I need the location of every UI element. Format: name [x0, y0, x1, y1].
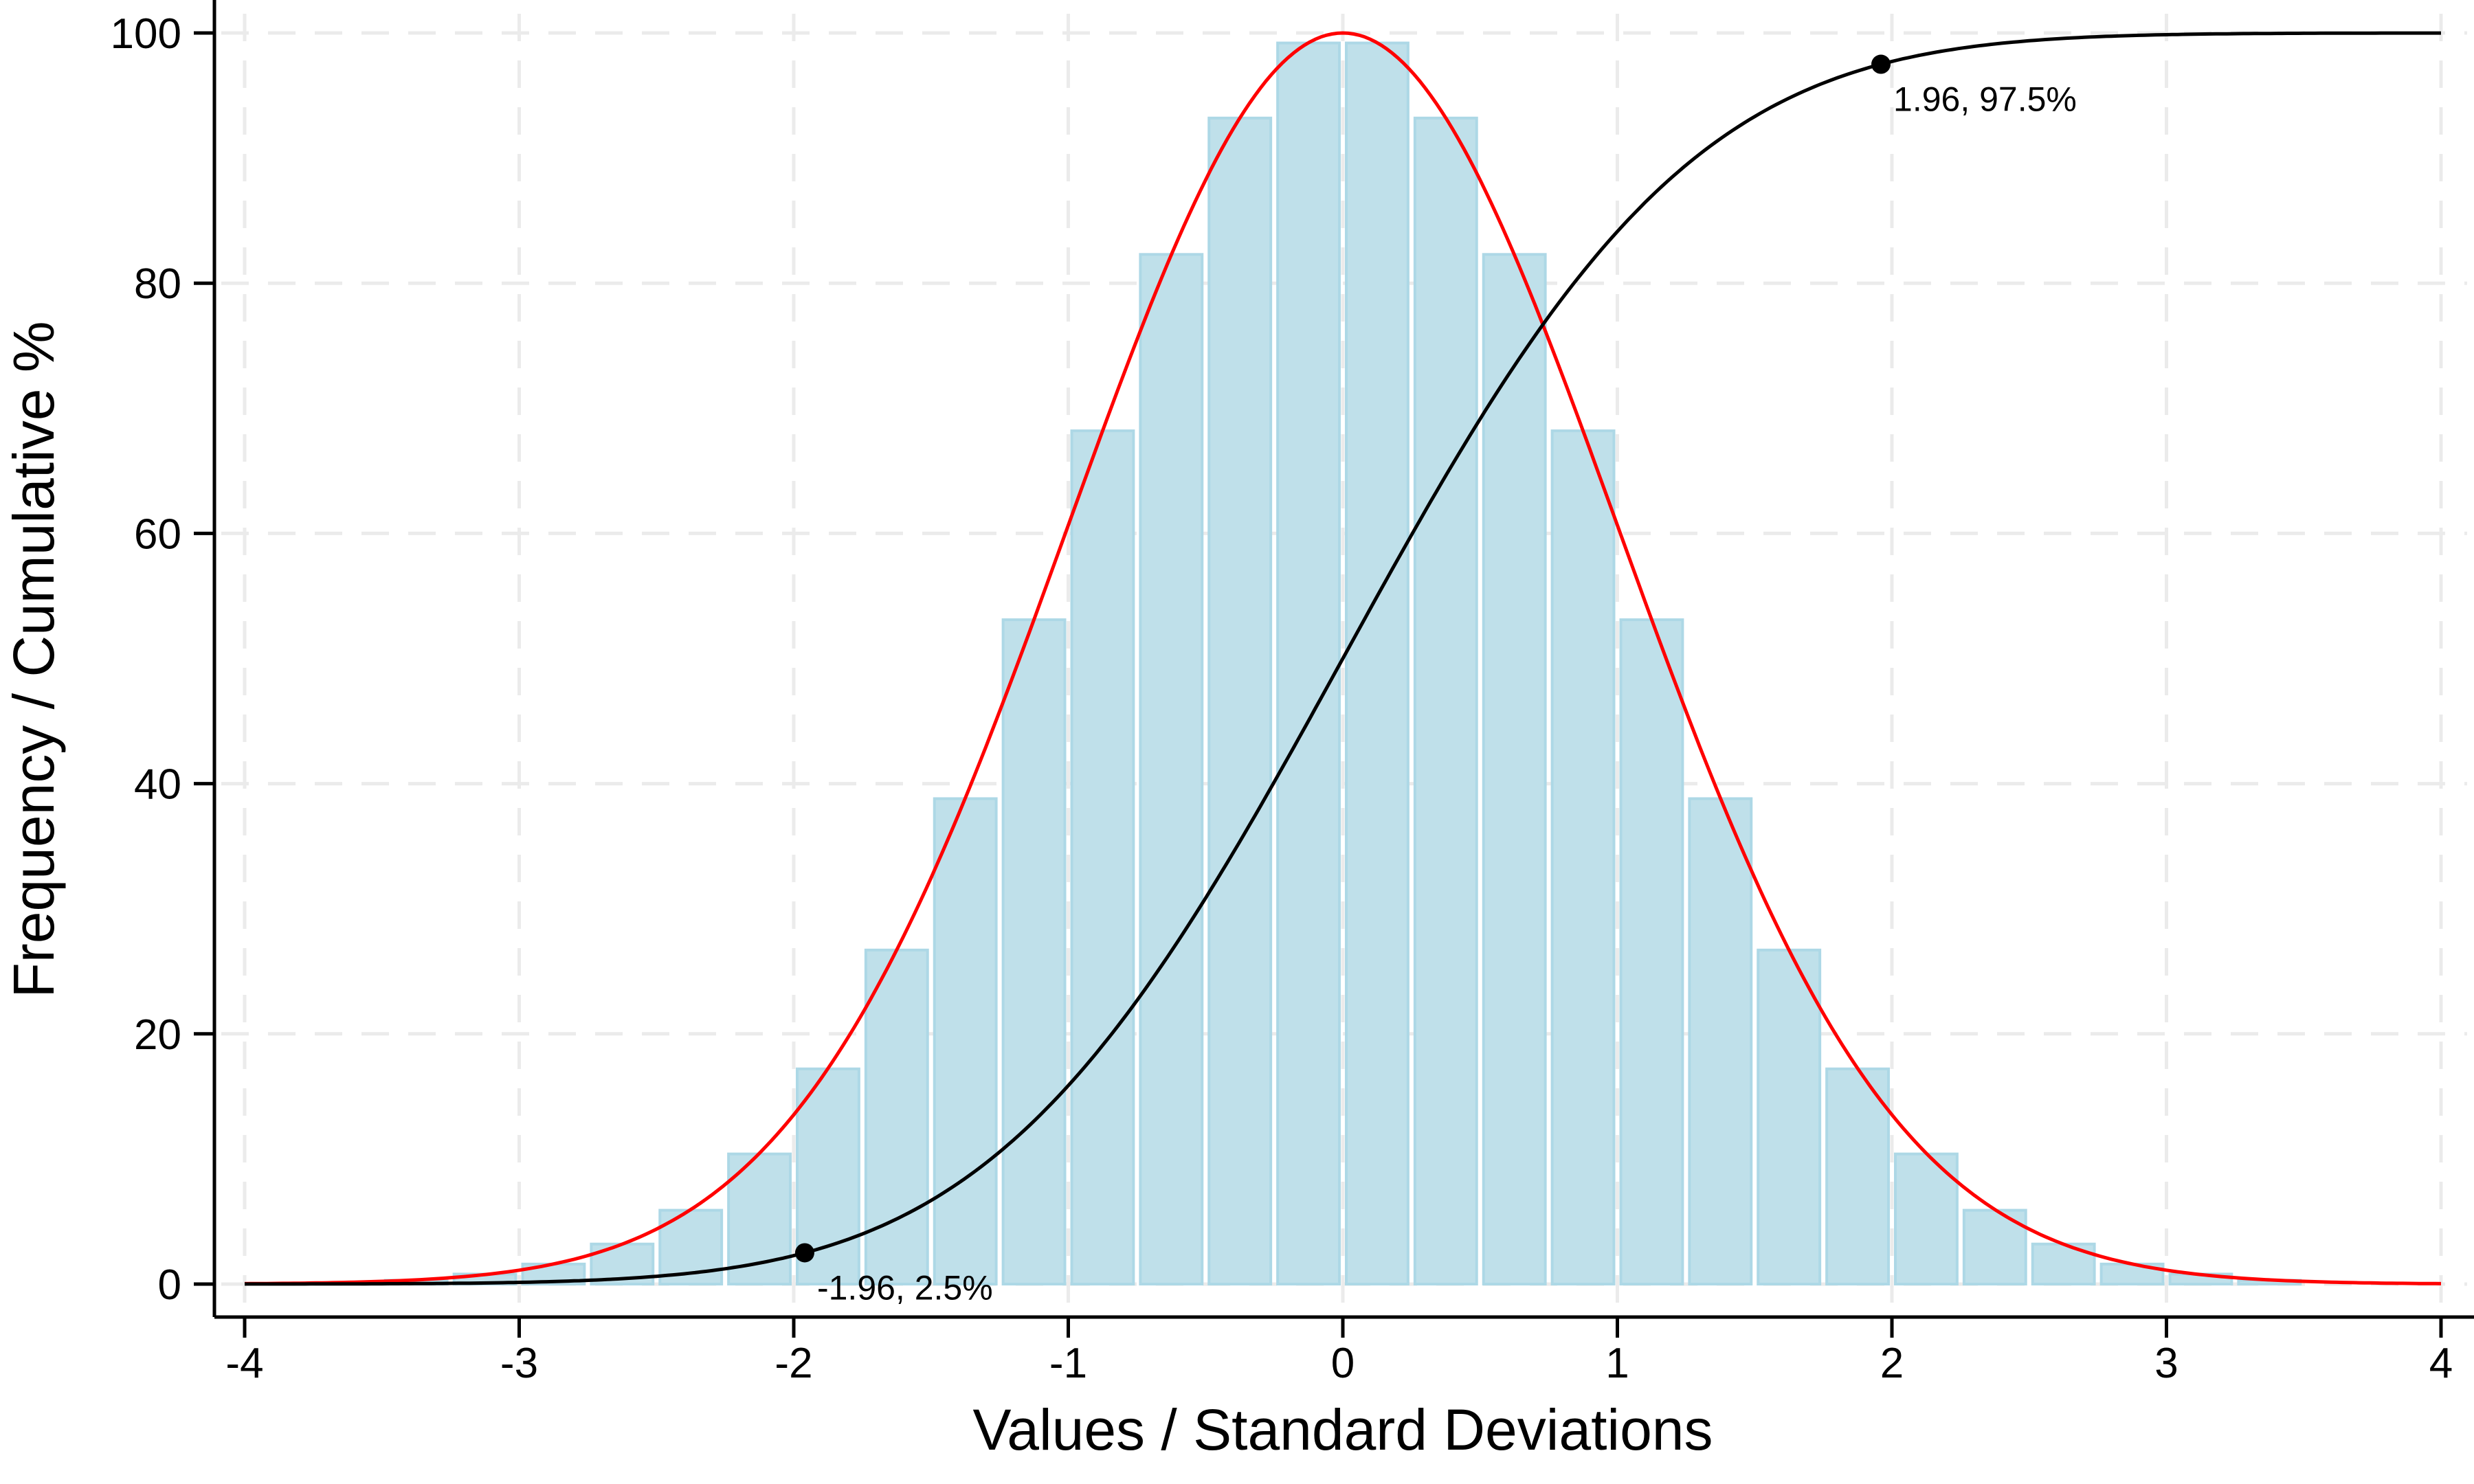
annotations: -1.96, 2.5% 1.96, 97.5%	[794, 54, 2077, 1307]
annotation-label: -1.96, 2.5%	[817, 1268, 993, 1307]
histogram-bar	[1825, 1067, 1890, 1285]
histogram-bar	[1345, 41, 1409, 1286]
y-tick-label: 100	[111, 10, 181, 58]
histogram-bar	[1688, 797, 1753, 1285]
histogram-bar	[864, 948, 929, 1285]
annotation-point	[794, 1243, 814, 1263]
density-curve	[244, 31, 2442, 1285]
y-tick-label: 40	[134, 761, 181, 809]
histogram-bar	[1619, 618, 1684, 1285]
histogram-bar	[1139, 253, 1204, 1285]
y-axis-label: Frequency / Cumulative %	[1, 321, 66, 998]
x-tick-label: -3	[500, 1340, 538, 1387]
histogram-bar	[1894, 1152, 1959, 1285]
x-tick-label: -2	[774, 1340, 812, 1387]
histogram-bar	[1413, 116, 1478, 1285]
histogram-bar	[1070, 429, 1135, 1285]
histogram-bar	[933, 797, 998, 1285]
y-tick-label: 20	[134, 1011, 181, 1059]
x-axis-label: Values / Standard Deviations	[972, 1397, 1713, 1462]
cumulative-curve	[245, 31, 2441, 1286]
x-tick-label: 1	[1605, 1340, 1629, 1387]
x-tick-label: 0	[1331, 1340, 1355, 1387]
annotation-point	[1871, 54, 1891, 74]
histogram-bar	[1276, 41, 1341, 1286]
y-tick-label: 80	[134, 260, 181, 308]
histogram-bars	[383, 41, 2302, 1286]
histogram-bar	[1482, 253, 1547, 1285]
x-tick-label: -4	[225, 1340, 263, 1387]
histogram-bar	[1757, 948, 1822, 1285]
grid	[221, 14, 2467, 1310]
histogram-bar	[2031, 1242, 2096, 1286]
y-tick-label: 0	[158, 1261, 181, 1309]
histogram-bar	[1001, 618, 1067, 1285]
x-tick-label: 2	[1880, 1340, 1904, 1387]
x-tick-label: 4	[2429, 1340, 2453, 1387]
x-tick-label: 3	[2154, 1340, 2178, 1387]
x-tick-label: -1	[1049, 1340, 1087, 1387]
histogram-bar	[1207, 116, 1273, 1285]
annotation-label: 1.96, 97.5%	[1893, 80, 2077, 119]
y-tick-label: 60	[134, 510, 181, 558]
histogram-bar	[1550, 429, 1616, 1285]
